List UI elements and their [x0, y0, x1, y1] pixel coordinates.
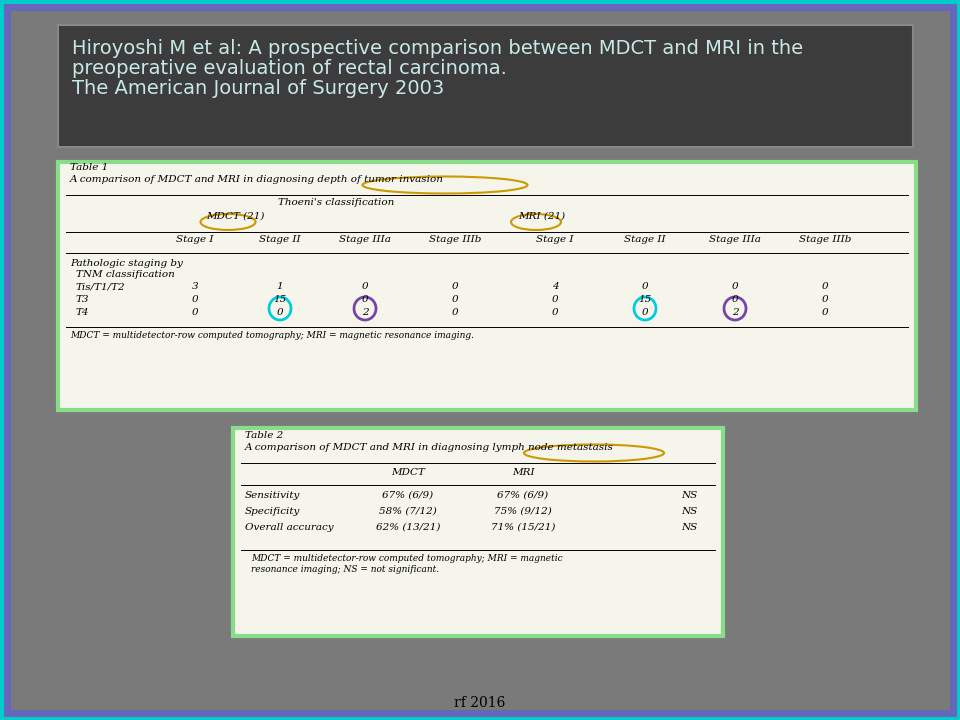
- Text: Sensitivity: Sensitivity: [245, 491, 300, 500]
- Text: 58% (7/12): 58% (7/12): [379, 507, 437, 516]
- Text: 67% (6/9): 67% (6/9): [497, 491, 548, 500]
- Text: Table 1: Table 1: [70, 163, 108, 172]
- Text: Specificity: Specificity: [245, 507, 300, 516]
- Text: Overall accuracy: Overall accuracy: [245, 523, 334, 532]
- Text: Stage IIIa: Stage IIIa: [709, 235, 761, 244]
- FancyBboxPatch shape: [58, 162, 916, 410]
- Text: Hiroyoshi M et al: A prospective comparison between MDCT and MRI in the: Hiroyoshi M et al: A prospective compari…: [72, 39, 804, 58]
- Text: 0: 0: [552, 308, 559, 317]
- Text: A comparison of MDCT and MRI in diagnosing depth of tumor invasion: A comparison of MDCT and MRI in diagnosi…: [70, 175, 444, 184]
- Text: 0: 0: [452, 282, 458, 291]
- Text: A comparison of MDCT and MRI in diagnosing lymph node metastasis: A comparison of MDCT and MRI in diagnosi…: [245, 443, 613, 452]
- Text: Stage II: Stage II: [259, 235, 300, 244]
- Text: MDCT: MDCT: [391, 468, 425, 477]
- Text: MDCT = multidetector-row computed tomography; MRI = magnetic resonance imaging.: MDCT = multidetector-row computed tomogr…: [70, 331, 474, 340]
- Text: 0: 0: [641, 308, 648, 317]
- Text: 15: 15: [274, 295, 287, 304]
- Text: 1: 1: [276, 282, 283, 291]
- Text: MDCT = multidetector-row computed tomography; MRI = magnetic: MDCT = multidetector-row computed tomogr…: [251, 554, 563, 563]
- Text: Stage IIIb: Stage IIIb: [799, 235, 852, 244]
- Text: 0: 0: [452, 295, 458, 304]
- Text: 0: 0: [641, 282, 648, 291]
- Text: Stage I: Stage I: [537, 235, 574, 244]
- Text: 15: 15: [638, 295, 652, 304]
- Text: 4: 4: [552, 282, 559, 291]
- Text: 0: 0: [822, 308, 828, 317]
- Text: 62% (13/21): 62% (13/21): [375, 523, 441, 532]
- FancyBboxPatch shape: [233, 428, 723, 636]
- Text: Pathologic staging by: Pathologic staging by: [70, 259, 182, 268]
- Text: 0: 0: [362, 282, 369, 291]
- Text: 0: 0: [732, 295, 738, 304]
- Text: Thoeni's classification: Thoeni's classification: [278, 198, 395, 207]
- Text: 0: 0: [192, 295, 199, 304]
- Text: Table 2: Table 2: [245, 431, 283, 440]
- Text: MDCT (21): MDCT (21): [206, 212, 264, 221]
- Text: 75% (9/12): 75% (9/12): [494, 507, 552, 516]
- Text: T3: T3: [76, 295, 89, 304]
- Text: Stage I: Stage I: [177, 235, 214, 244]
- Text: resonance imaging; NS = not significant.: resonance imaging; NS = not significant.: [251, 565, 439, 574]
- Text: NS: NS: [681, 523, 697, 532]
- Text: Stage II: Stage II: [624, 235, 666, 244]
- Text: 2: 2: [362, 308, 369, 317]
- Text: NS: NS: [681, 507, 697, 516]
- Text: NS: NS: [681, 491, 697, 500]
- Text: rf 2016: rf 2016: [454, 696, 506, 710]
- Text: 0: 0: [276, 308, 283, 317]
- Text: Tis/T1/T2: Tis/T1/T2: [76, 282, 126, 291]
- Text: preoperative evaluation of rectal carcinoma.: preoperative evaluation of rectal carcin…: [72, 59, 507, 78]
- Text: 3: 3: [192, 282, 199, 291]
- Text: T4: T4: [76, 308, 89, 317]
- Text: The American Journal of Surgery 2003: The American Journal of Surgery 2003: [72, 79, 444, 98]
- Text: Stage IIIa: Stage IIIa: [339, 235, 391, 244]
- Text: MRI (21): MRI (21): [518, 212, 565, 221]
- FancyBboxPatch shape: [58, 25, 913, 147]
- Text: 2: 2: [732, 308, 738, 317]
- Text: 0: 0: [732, 282, 738, 291]
- Text: 0: 0: [822, 282, 828, 291]
- Text: MRI: MRI: [512, 468, 535, 477]
- Text: 0: 0: [362, 295, 369, 304]
- Text: 0: 0: [822, 295, 828, 304]
- Text: TNM classification: TNM classification: [76, 270, 175, 279]
- Text: 0: 0: [552, 295, 559, 304]
- Text: 67% (6/9): 67% (6/9): [382, 491, 434, 500]
- Text: 0: 0: [192, 308, 199, 317]
- Text: Stage IIIb: Stage IIIb: [429, 235, 481, 244]
- Text: 0: 0: [452, 308, 458, 317]
- Text: 71% (15/21): 71% (15/21): [491, 523, 555, 532]
